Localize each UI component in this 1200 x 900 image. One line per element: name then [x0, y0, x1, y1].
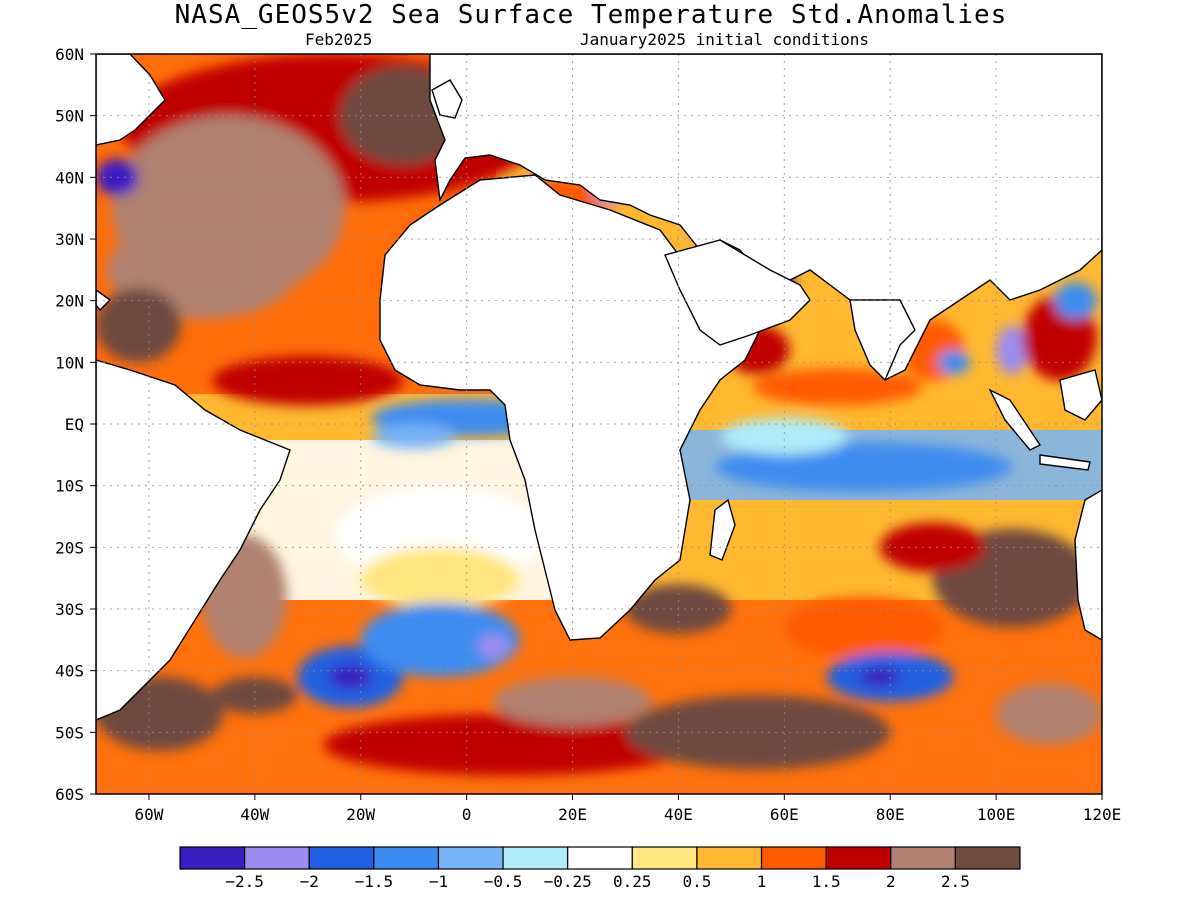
colorbar-label: −0.25 [544, 872, 592, 891]
colorbar-swatch [179, 846, 246, 870]
anomaly-patch [1054, 282, 1097, 320]
britain-land [431, 79, 463, 119]
anomaly-patch [212, 356, 404, 406]
colorbar-label: −1.5 [355, 872, 394, 891]
anomaly-patch [323, 713, 695, 776]
australia-land [1074, 489, 1102, 641]
colorbar-swatch [567, 846, 633, 870]
y-tick-label: 20S [55, 538, 84, 557]
colorbar-swatch [696, 846, 763, 870]
x-axis: 60W 40W 20W 0 20E 40E 60E 80E 100E 120E [134, 794, 1121, 824]
colorbar-label: −0.5 [484, 872, 523, 891]
x-tick-label: 60E [770, 805, 799, 824]
colorbar-label: −2.5 [225, 872, 264, 891]
europe-asia-land [429, 54, 1102, 381]
anomaly-patch [720, 417, 848, 455]
anomaly-patch [752, 368, 922, 406]
anomaly-patch [96, 288, 181, 363]
anomaly-patch [477, 633, 509, 659]
x-tick-label: 100E [977, 805, 1016, 824]
arabian-peninsula-land [664, 239, 811, 346]
x-tick-label: 60W [134, 805, 163, 824]
colorbar-swatch [244, 846, 310, 870]
forecast-month: Feb2025 [305, 30, 373, 49]
y-tick-label: 50S [55, 723, 84, 742]
colorbar-label: 1.5 [812, 872, 841, 891]
anomaly-patch [858, 667, 901, 687]
y-tick-label: 10N [55, 353, 84, 372]
colorbar-label: −1 [429, 872, 448, 891]
colorbar-swatch [954, 846, 1021, 870]
y-tick-label: 60N [55, 45, 84, 64]
colorbar-swatch [760, 846, 827, 870]
anomaly-patch [879, 522, 986, 572]
x-tick-label: 20W [346, 805, 375, 824]
south-america-land [96, 359, 291, 721]
anomaly-patch [784, 596, 944, 659]
north-america-land [96, 54, 166, 146]
x-tick-label: 40W [240, 805, 269, 824]
anomaly-patch [328, 664, 372, 690]
colorbar-swatch [373, 846, 440, 870]
madagascar-land [709, 498, 736, 561]
y-tick-label: EQ [65, 415, 84, 434]
sumatra-land [988, 388, 1042, 451]
india-land [849, 299, 916, 382]
colorbar-label: 0.5 [682, 872, 711, 891]
colorbar-label: 2.5 [941, 872, 970, 891]
y-tick-label: 10S [55, 477, 84, 496]
y-tick-label: 30S [55, 600, 84, 619]
x-tick-label: 0 [462, 805, 472, 824]
colorbar-label: 1 [757, 872, 767, 891]
anomaly-patch [493, 676, 652, 727]
land-masses [96, 54, 1102, 721]
anomaly-patch [625, 695, 891, 770]
anomaly-patch [996, 325, 1028, 375]
colorbar-swatch [437, 846, 504, 870]
florida-land [96, 289, 112, 312]
colorbar-swatch [890, 846, 956, 870]
y-tick-label: 40N [55, 168, 84, 187]
colorbar-swatch [631, 846, 698, 870]
graticule [96, 54, 1102, 794]
colorbar-swatch [308, 846, 375, 870]
y-tick-label: 30N [55, 230, 84, 249]
borneo-land [1059, 369, 1102, 421]
colorbar-label: 2 [886, 872, 896, 891]
y-tick-label: 20N [55, 292, 84, 311]
y-tick-label: 60S [55, 785, 84, 804]
anomaly-patch [937, 350, 970, 375]
x-tick-label: 120E [1083, 805, 1122, 824]
anomaly-patch [360, 547, 520, 610]
africa-land [379, 174, 762, 641]
colorbar-label: −2 [300, 872, 319, 891]
colorbar: −2.5 −2 −1.5 −1 −0.5 −0.25 0.25 0.5 1 1.5 2 2.5 [179, 846, 1021, 891]
x-tick-label: 80E [876, 805, 905, 824]
anomaly-patch [212, 676, 298, 714]
y-tick-label: 50N [55, 107, 84, 126]
anomaly-patch [715, 442, 1012, 492]
x-tick-label: 40E [664, 805, 693, 824]
initial-conditions: January2025 initial conditions [580, 30, 869, 49]
anomaly-patch [996, 683, 1102, 745]
anomaly-patch [371, 424, 457, 449]
colorbar-swatch [825, 846, 892, 870]
colorbar-swatch [502, 846, 569, 870]
map-title: NASA_GEOS5v2 Sea Surface Temperature Std… [174, 0, 1008, 30]
colorbar-label: 0.25 [613, 872, 652, 891]
java-land [1039, 454, 1091, 471]
anomaly-patch [360, 602, 520, 677]
y-tick-label: 40S [55, 662, 84, 681]
x-tick-label: 20E [558, 805, 587, 824]
y-axis: 60N 50N 40N 30N 20N 10N EQ 10S 20S 30S 40S 50S 60S [55, 45, 96, 804]
